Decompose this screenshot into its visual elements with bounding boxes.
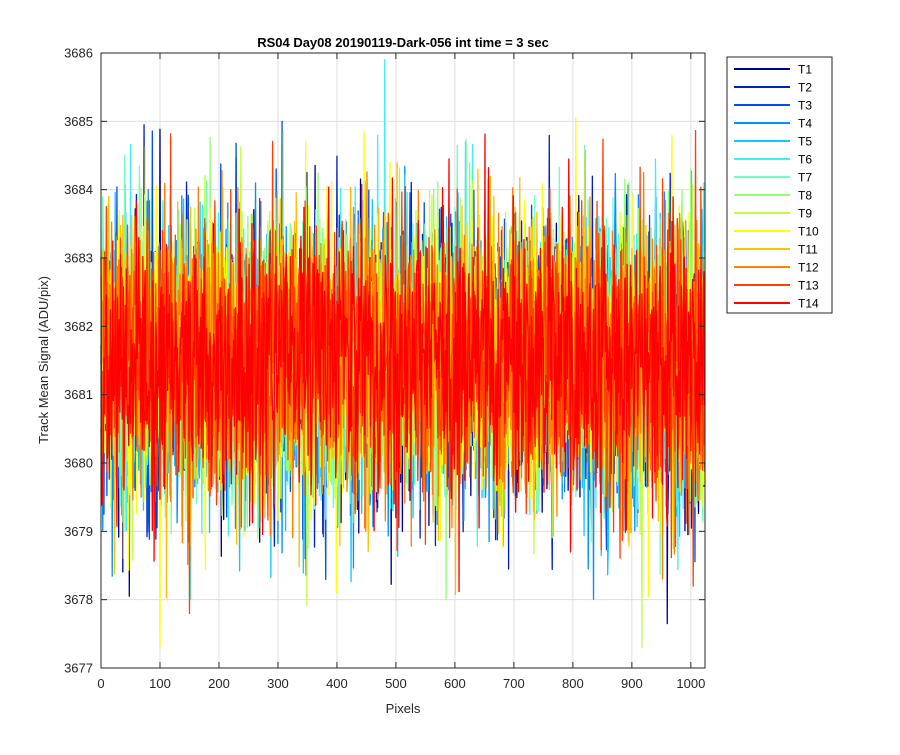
- y-tick-label: 3682: [64, 319, 93, 334]
- x-tick-label: 1000: [676, 676, 705, 691]
- legend-label-t7: T7: [798, 171, 812, 185]
- legend-label-t9: T9: [798, 207, 812, 221]
- series-line-t14: [100, 133, 706, 593]
- y-axis-label: Track Mean Signal (ADU/pix): [36, 276, 51, 444]
- legend-label-t10: T10: [798, 225, 819, 239]
- x-tick-label: 600: [444, 676, 466, 691]
- y-tick-label: 3684: [64, 182, 93, 197]
- legend-label-t12: T12: [798, 261, 819, 275]
- x-tick-label: 900: [621, 676, 643, 691]
- chart-title: RS04 Day08 20190119-Dark-056 int time = …: [257, 35, 549, 50]
- x-tick-label: 500: [385, 676, 407, 691]
- y-tick-label: 3683: [64, 251, 93, 266]
- x-tick-label: 200: [208, 676, 230, 691]
- y-tick-label: 3680: [64, 456, 93, 471]
- legend-label-t2: T2: [798, 81, 812, 95]
- x-tick-label: 400: [326, 676, 348, 691]
- legend-box: [726, 56, 833, 314]
- plot-frame: [100, 52, 706, 669]
- legend-label-t5: T5: [798, 135, 812, 149]
- legend-label-t11: T11: [798, 243, 818, 257]
- x-tick-label: 700: [503, 676, 525, 691]
- x-tick-label: 100: [149, 676, 171, 691]
- x-tick-label: 800: [562, 676, 584, 691]
- y-tick-label: 3685: [64, 114, 93, 129]
- y-tick-label: 3677: [64, 661, 93, 676]
- legend-label-t1: T1: [798, 63, 812, 77]
- x-axis-label: Pixels: [386, 701, 421, 716]
- y-tick-label: 3678: [64, 592, 93, 607]
- legend-label-t4: T4: [798, 117, 812, 131]
- legend-label-t6: T6: [798, 153, 812, 167]
- x-tick-label: 0: [97, 676, 104, 691]
- legend: T1 T2 T3 T4 T5 T6 T7 T8 T9 T10 T11 T12 T13 T14: [726, 56, 833, 314]
- series-lines: [100, 59, 706, 649]
- legend-label-t3: T3: [798, 99, 812, 113]
- y-tick-label: 3681: [64, 387, 93, 402]
- legend-label-t13: T13: [798, 279, 819, 293]
- x-tick-label: 300: [267, 676, 289, 691]
- legend-label-t8: T8: [798, 189, 812, 203]
- axis-ticks: 0 100 200 300 400 500 600 700 800 900 1000 3677 3678…: [64, 46, 705, 692]
- y-tick-label: 3679: [64, 524, 93, 539]
- y-tick-label: 3686: [64, 46, 93, 61]
- legend-label-t14: T14: [798, 297, 819, 311]
